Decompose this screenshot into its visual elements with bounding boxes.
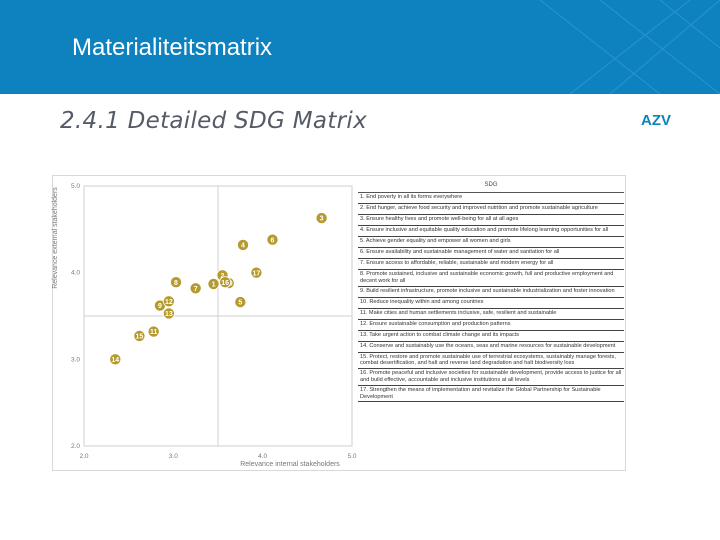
legend-item: 6. Ensure availability and sustainable m… [358, 248, 624, 259]
legend-item: 17. Strengthen the means of implementati… [358, 386, 624, 403]
legend-item: 5. Achieve gender equality and empower a… [358, 237, 624, 248]
legend-item: 2. End hunger, achieve food security and… [358, 204, 624, 215]
legend-item: 10. Reduce inequality within and among c… [358, 298, 624, 309]
legend-item: 14. Conserve and sustainably use the oce… [358, 342, 624, 353]
page-title: Materialiteitsmatrix [72, 34, 273, 61]
banner-decoration [539, 0, 720, 94]
section-title: 2.4.1 Detailed SDG Matrix [60, 108, 368, 134]
legend-item: 15. Protect, restore and promote sustain… [358, 353, 624, 370]
brand-label: AZV [641, 112, 671, 129]
legend-list: 1. End poverty in all its forms everywhe… [358, 193, 624, 403]
legend-item: 4. Ensure inclusive and equitable qualit… [358, 226, 624, 237]
legend-item: 8. Promote sustained, inclusive and sust… [358, 270, 624, 287]
legend-item: 1. End poverty in all its forms everywhe… [358, 193, 624, 204]
legend-item: 13. Take urgent action to combat climate… [358, 331, 624, 342]
header-banner: Materialiteitsmatrix [0, 0, 720, 94]
legend-item: 11. Make cities and human settlements in… [358, 309, 624, 320]
legend-item: 7. Ensure access to affordable, reliable… [358, 259, 624, 270]
legend-item: 16. Promote peaceful and inclusive socie… [358, 369, 624, 386]
legend-title: SDG [358, 178, 624, 193]
legend-item: 12. Ensure sustainable consumption and p… [358, 320, 624, 331]
legend-item: 9. Build resilient infrastructure, promo… [358, 287, 624, 298]
sdg-legend: SDG 1. End poverty in all its forms ever… [358, 178, 624, 403]
legend-item: 3. Ensure healthy lives and promote well… [358, 215, 624, 226]
